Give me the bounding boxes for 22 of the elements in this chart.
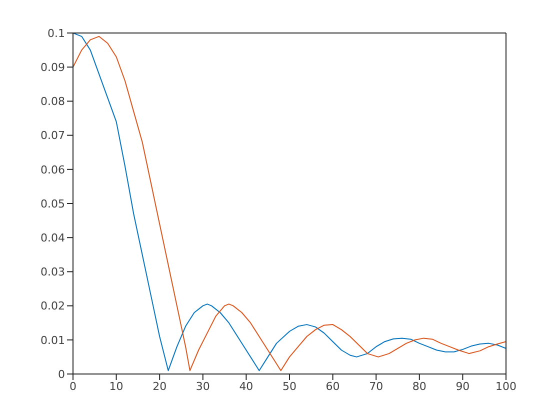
y-tick-label: 0.08 [40,95,65,108]
y-tick-label: 0.03 [40,266,65,279]
y-tick-label: 0.01 [40,334,65,347]
y-tick-label: 0.1 [48,26,65,40]
x-tick-label: 20 [152,380,167,393]
y-tick-label: 0.04 [40,232,65,245]
y-tick-label: 0.09 [40,61,65,74]
x-tick-label: 100 [496,380,516,393]
x-tick-label: 40 [239,380,254,393]
x-tick-label: 70 [369,380,384,393]
x-tick-label: 10 [109,380,124,393]
y-tick-label: 0.02 [40,300,65,313]
y-tick-label: 0 [58,368,65,381]
x-tick-label: 0 [70,380,76,393]
x-tick-label: 60 [326,380,340,393]
x-tick-label: 90 [456,380,470,393]
y-tick-label: 0.07 [40,129,65,142]
y-tick-label: 0.05 [40,197,65,210]
x-tick-label: 30 [196,380,210,393]
y-tick-label: 0.06 [40,163,65,176]
x-tick-label: 50 [282,380,296,393]
x-tick-label: 80 [412,380,426,393]
